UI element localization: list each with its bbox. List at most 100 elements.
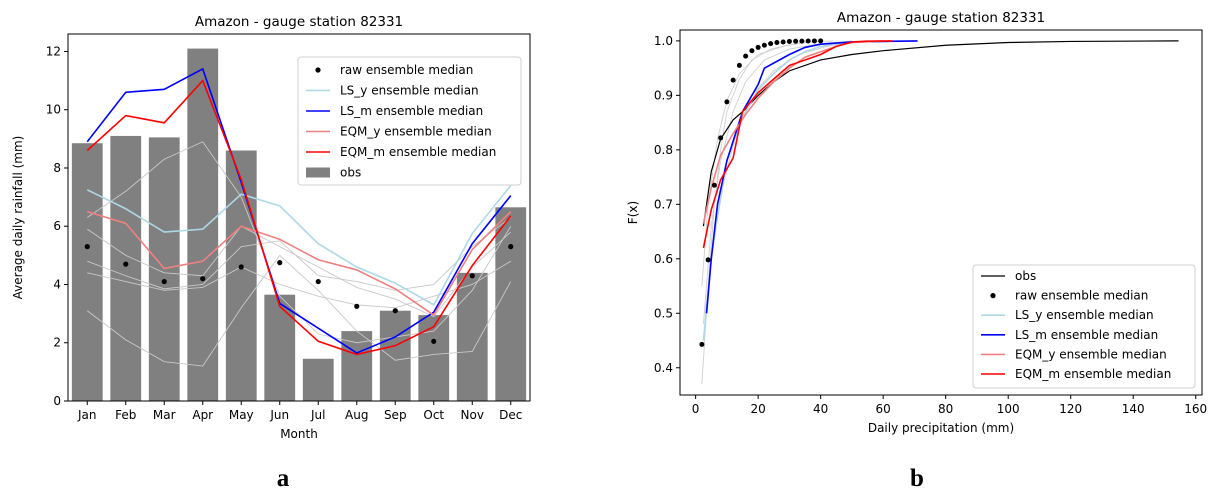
point-raw-median-aug [354, 303, 360, 309]
point-raw-median-dec [508, 244, 514, 250]
x-tick-label: 60 [876, 402, 891, 416]
x-tick-label-feb: Feb [115, 408, 136, 422]
panel-label-b: b [910, 465, 924, 489]
y-axis-label-a: Average daily rainfall (mm) [11, 136, 25, 300]
bar-obs-oct [418, 315, 450, 401]
x-tick-label: 140 [1122, 402, 1145, 416]
bar-obs-jul [302, 358, 334, 401]
x-tick-label-nov: Nov [461, 408, 484, 422]
x-axis-label-b: Daily precipitation (mm) [868, 421, 1014, 435]
chart-title-a: Amazon - gauge station 82331 [195, 14, 403, 30]
legend-label-eqm-y-ensemble-median: EQM_y ensemble median [1015, 347, 1167, 361]
ensemble-member-line-2 [87, 217, 512, 291]
cdf-point-raw-1 [699, 341, 705, 347]
point-raw-median-jun [277, 260, 283, 266]
legend-label-obs: obs [1015, 269, 1036, 283]
point-raw-median-feb [123, 261, 129, 267]
y-tick-label: 0.5 [654, 306, 673, 320]
cdf-point-raw-9 [749, 48, 755, 54]
cdf-eqm-y-ensemble-median [702, 40, 884, 224]
panel-label-a: a [277, 465, 290, 489]
legend-marker-raw-ensemble-median [315, 67, 321, 73]
legend-a [297, 56, 522, 186]
bar-obs-sep [379, 310, 411, 401]
y-tick-label: 6 [53, 219, 61, 233]
y-tick-label: 10 [46, 103, 61, 117]
cdf-point-raw-15 [786, 38, 792, 44]
ensemble-member-cdf-4 [704, 40, 859, 314]
cdf-point-raw-17 [799, 38, 805, 44]
chart-b: 0.4 0.5 0.6 0.7 0.8 0.9 1.0 0 20 40 60 80 100 120 140 1… [626, 10, 1207, 435]
x-tick-label: 160 [1184, 402, 1207, 416]
point-raw-median-sep [392, 308, 398, 314]
point-raw-median-nov [469, 273, 475, 279]
cdf-point-raw-5 [724, 99, 730, 105]
y-tick-label: 2 [53, 336, 61, 350]
x-tick-label-oct: Oct [423, 408, 444, 422]
x-tick-label-jun: Jun [269, 408, 289, 422]
ensemble-member-line-5 [86, 254, 512, 367]
x-axis-label-a: Month [280, 427, 318, 441]
y-tick-label: 0.7 [654, 197, 673, 211]
ensemble-member-cdf-2 [702, 40, 852, 325]
legend-label-eqm-m-ensemble-median: EQM_m ensemble median [1015, 367, 1171, 381]
cdf-point-raw-16 [793, 38, 799, 44]
legend-label-ls-y-ensemble-median: LS_y ensemble median [340, 84, 479, 98]
legend-label-eqm-m-ensemble-median: EQM_m ensemble median [340, 145, 496, 159]
cdf-point-raw-10 [755, 44, 761, 50]
legend-marker-obs [306, 167, 330, 178]
chart-a: 0 2 4 6 8 10 12 Jan Feb Mar Apr May Jun Jul Aug Sep Oct N… [11, 14, 531, 441]
cdf-point-raw-12 [768, 41, 774, 47]
legend-label-raw-ensemble-median: raw ensemble median [340, 63, 473, 77]
line-eqm-y-ensemble-median [87, 210, 512, 317]
legend-label-obs: obs [340, 166, 361, 180]
y-tick-label: 0.8 [654, 143, 673, 157]
x-tick-label-aug: Aug [345, 408, 368, 422]
cdf-point-raw-7 [736, 62, 742, 68]
point-raw-median-mar [161, 278, 167, 285]
x-tick-label-apr: Apr [192, 408, 213, 422]
cdf-point-raw-8 [743, 53, 749, 59]
cdf-eqm-m-ensemble-median [702, 40, 893, 249]
cdf-point-raw-20 [818, 38, 824, 44]
x-tick-label-may: May [229, 408, 254, 422]
x-tick-label: 120 [1059, 402, 1082, 416]
point-raw-median-jan [84, 244, 90, 250]
bar-obs-jun [264, 294, 296, 401]
x-tick-label-sep: Sep [384, 408, 407, 422]
plot-frame-a [67, 33, 531, 402]
x-tick-label-jul: Jul [310, 408, 325, 422]
point-raw-median-apr [200, 276, 206, 282]
y-axis-label-b: F(x) [626, 201, 640, 224]
y-tick-label: 0.4 [654, 361, 673, 375]
x-tick-label: 20 [751, 402, 766, 416]
point-raw-median-oct [431, 338, 437, 344]
line-eqm-m-ensemble-median [86, 79, 512, 356]
legend-b [972, 264, 1196, 389]
y-tick-label: 0 [53, 394, 61, 408]
cdf-point-raw-2 [705, 257, 711, 263]
plot-frame-b [679, 29, 1203, 396]
legend-label-ls-m-ensemble-median: LS_m ensemble median [1015, 328, 1158, 342]
cdf-ls-y-ensemble-median [702, 40, 868, 341]
line-ls-y-ensemble-median [86, 184, 512, 306]
point-raw-median-jul [315, 278, 321, 285]
cdf-point-raw-13 [774, 40, 780, 46]
x-tick-label: 80 [938, 402, 953, 416]
cdf-point-raw-11 [761, 42, 767, 48]
legend-label-eqm-y-ensemble-median: EQM_y ensemble median [340, 125, 492, 139]
bar-obs-dec [495, 207, 527, 401]
y-tick-label: 0.6 [654, 252, 673, 266]
legend-label-ls-y-ensemble-median: LS_y ensemble median [1015, 308, 1154, 322]
y-tick-label: 8 [53, 161, 61, 175]
bar-obs-aug [341, 331, 373, 401]
x-tick-label-dec: Dec [499, 408, 522, 422]
line-ls-m-ensemble-median [86, 67, 512, 354]
bar-obs-feb [110, 135, 142, 401]
cdf-obs [702, 40, 1179, 227]
bar-obs-may [225, 150, 257, 401]
bar-obs-nov [456, 272, 488, 401]
legend-label-ls-m-ensemble-median: LS_m ensemble median [340, 104, 483, 118]
y-tick-label: 12 [46, 44, 61, 58]
